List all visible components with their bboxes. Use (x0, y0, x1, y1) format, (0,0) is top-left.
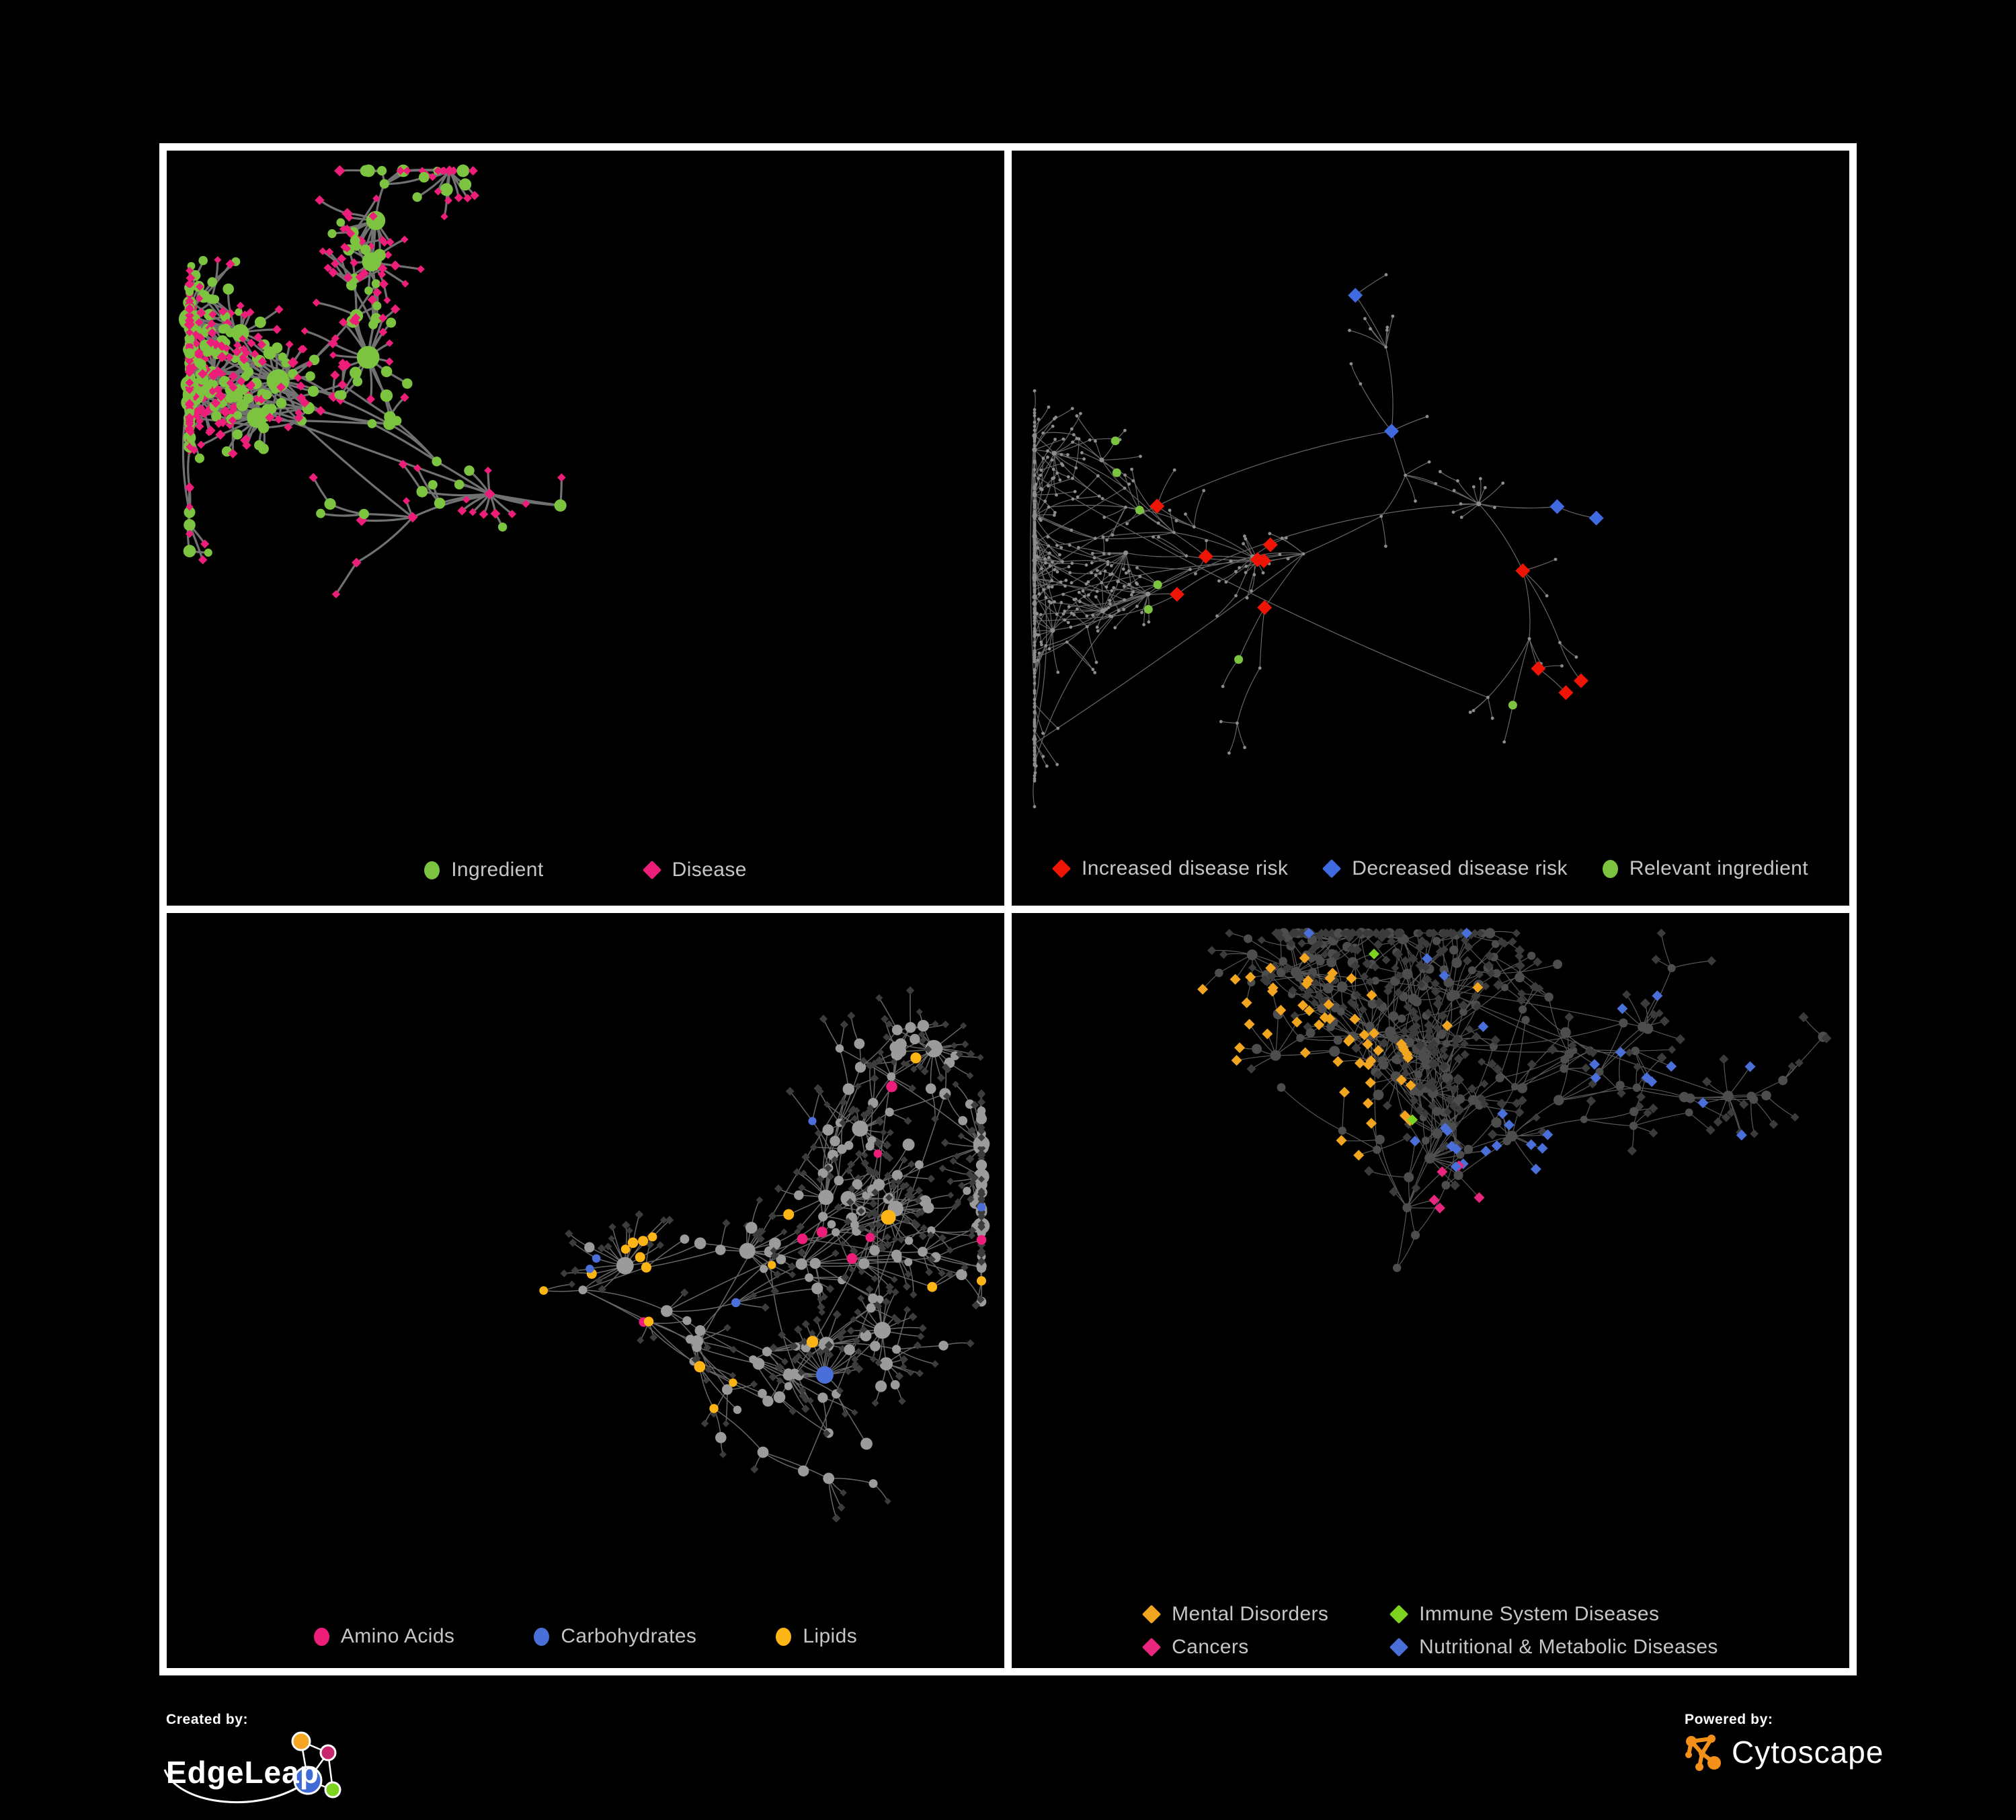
lipids-circle-marker (776, 1627, 792, 1646)
disease-classes-network-graph (1197, 928, 1832, 1272)
legend-label: Ingredient (451, 859, 544, 881)
panel-disease-risk: Increased disease risk Decreased disease… (1012, 151, 1849, 906)
panel-ingredient-disease: Ingredient Disease (167, 151, 1004, 906)
panel-disease-classes: Mental Disorders Immune System Diseases … (1012, 913, 1849, 1668)
legend-label: Immune System Diseases (1419, 1603, 1660, 1625)
nutritional-metabolic-diseases-diamond-marker (1389, 1637, 1409, 1657)
footer: Created by: EdgeLeap Powered by: (0, 1697, 2016, 1820)
legend-label: Relevant ingredient (1629, 857, 1808, 879)
cancers-diamond-marker (1142, 1637, 1162, 1657)
mental-disorders-diamond-marker (1142, 1604, 1162, 1624)
legend-item-nutritional-metabolic-diseases: Nutritional & Metabolic Diseases (1389, 1636, 1718, 1659)
legend-label: Increased disease risk (1082, 857, 1289, 879)
amino-acids-circle-marker (313, 1627, 329, 1646)
legend-label: Amino Acids (340, 1625, 455, 1647)
legend-label: Lipids (803, 1625, 858, 1647)
edgeleap-node-blue (293, 1766, 323, 1795)
legend-item-decreased-risk: Decreased disease risk (1322, 857, 1568, 880)
legend-item-increased-risk: Increased disease risk (1051, 857, 1289, 880)
panel-macronutrients: Amino Acids Carbohydrates Lipids (167, 913, 1004, 1668)
carbohydrates-circle-marker (534, 1627, 550, 1646)
legend-item-lipids: Lipids (776, 1625, 857, 1648)
edgeleap-node-green (324, 1781, 341, 1798)
legend-item-cancers: Cancers (1142, 1636, 1249, 1659)
legend-disease-classes: Mental Disorders Immune System Diseases … (1142, 1603, 1718, 1659)
ingredient-circle-marker (424, 861, 440, 879)
created-by-block: Created by: EdgeLeap (163, 1712, 365, 1813)
disease-risk-network-graph (1030, 273, 1604, 809)
legend-item-ingredient: Ingredient (424, 859, 543, 881)
relevant-ingredient-circle-marker (1602, 859, 1618, 878)
edgeleap-node-orange (291, 1731, 311, 1751)
legend-label: Nutritional & Metabolic Diseases (1419, 1636, 1718, 1658)
increased-risk-diamond-marker (1051, 859, 1072, 879)
decreased-risk-diamond-marker (1322, 859, 1342, 879)
legend-disease-risk: Increased disease risk Decreased disease… (1012, 857, 1849, 880)
cytoscape-logo-icon (1685, 1735, 1721, 1771)
legend-label: Carbohydrates (561, 1625, 697, 1647)
immune-system-diseases-diamond-marker (1389, 1604, 1409, 1624)
disease-diamond-marker (642, 860, 661, 880)
legend-ingredient-disease: Ingredient Disease (167, 859, 1004, 881)
edgeleap-wordmark: EdgeLeap (166, 1755, 319, 1790)
legend-item-relevant-ingredient: Relevant ingredient (1602, 857, 1808, 880)
legend-macronutrients: Amino Acids Carbohydrates Lipids (167, 1625, 1004, 1648)
legend-item-immune-system-diseases: Immune System Diseases (1389, 1603, 1660, 1626)
legend-label: Mental Disorders (1172, 1603, 1329, 1625)
cytoscape-wordmark: Cytoscape (1732, 1735, 1884, 1770)
panel-grid: Ingredient Disease Increased disease ris… (159, 143, 1857, 1675)
legend-label: Decreased disease risk (1352, 857, 1568, 879)
ingredient-disease-network-graph (178, 164, 567, 598)
macronutrient-network-graph (539, 986, 990, 1523)
legend-item-carbohydrates: Carbohydrates (534, 1625, 696, 1648)
edgeleap-logo: EdgeLeap (163, 1731, 341, 1803)
legend-label: Cancers (1172, 1636, 1249, 1658)
edgeleap-node-magenta (319, 1744, 337, 1762)
legend-item-disease: Disease (642, 859, 747, 881)
powered-by-label: Powered by: (1685, 1712, 1773, 1727)
created-by-label: Created by: (166, 1712, 249, 1727)
legend-label: Disease (672, 859, 747, 881)
legend-item-amino-acids: Amino Acids (313, 1625, 455, 1648)
powered-by-block: Powered by: (1682, 1712, 1884, 1774)
legend-item-mental-disorders: Mental Disorders (1142, 1603, 1329, 1626)
edgeleap-swoosh (163, 1769, 309, 1803)
